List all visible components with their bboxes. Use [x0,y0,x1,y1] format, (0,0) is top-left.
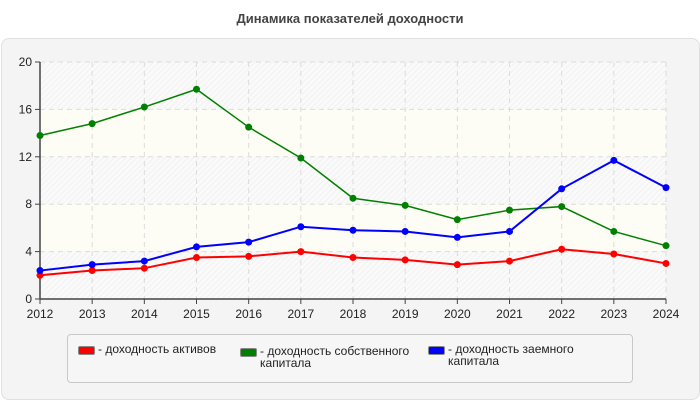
data-point [610,227,618,235]
data-point [88,120,96,128]
x-tick-label: 2022 [548,307,575,321]
data-point [245,252,253,260]
data-point [193,243,200,251]
legend: - доходность активов - доходность собств… [67,334,633,383]
data-point [610,156,618,164]
chart-title: Динамика показателей доходности [236,11,464,26]
legend-swatch [240,348,257,357]
x-tick-label: 2013 [79,307,106,321]
data-point [349,194,357,202]
data-point [558,203,566,211]
x-tick-label: 2012 [27,307,54,321]
data-point [297,154,305,162]
x-tick-label: 2019 [392,307,419,321]
data-point [36,131,44,139]
x-tick-label: 2024 [653,307,680,321]
data-point [36,267,44,275]
data-point [506,227,513,235]
x-tick-label: 2017 [287,307,314,321]
data-point [349,254,357,262]
x-tick-label: 2023 [600,307,627,321]
data-point [506,257,513,265]
data-point [453,216,461,224]
data-point [349,226,357,234]
y-tick-label: 16 [19,102,33,116]
data-point [140,264,148,272]
legend-item-equity[interactable]: - доходность собственного капитала [240,345,420,369]
data-point [245,123,253,131]
x-tick-label: 2021 [496,307,523,321]
x-tick-label: 2020 [444,307,471,321]
data-point [506,206,513,214]
legend-swatch [78,346,95,355]
data-point [662,184,670,192]
data-point [662,259,670,267]
data-point [453,261,461,269]
x-tick-label: 2014 [131,307,158,321]
x-tick-label: 2018 [340,307,367,321]
y-tick-label: 4 [25,245,32,259]
x-tick-label: 2016 [235,307,262,321]
y-tick-label: 8 [25,197,32,211]
data-point [245,238,253,246]
data-point [558,245,566,253]
data-point [558,185,566,193]
data-point [140,257,148,265]
legend-item-debt[interactable]: - доходность заемного капитала [428,343,608,367]
data-point [88,267,96,275]
data-point [453,233,461,241]
data-point [401,256,409,264]
y-tick-label: 20 [19,55,33,69]
data-point [193,85,200,93]
data-point [662,242,670,250]
y-tick-label: 0 [25,292,32,306]
data-point [193,254,200,262]
data-point [610,250,618,258]
data-point [297,223,305,231]
data-point [140,103,148,111]
data-point [401,201,409,209]
legend-swatch [428,346,445,355]
data-point [401,227,409,235]
y-tick-label: 12 [19,150,33,164]
x-tick-label: 2015 [183,307,210,321]
data-point [88,261,96,269]
legend-item-assets[interactable]: - доходность активов [78,343,258,355]
data-point [297,248,305,256]
